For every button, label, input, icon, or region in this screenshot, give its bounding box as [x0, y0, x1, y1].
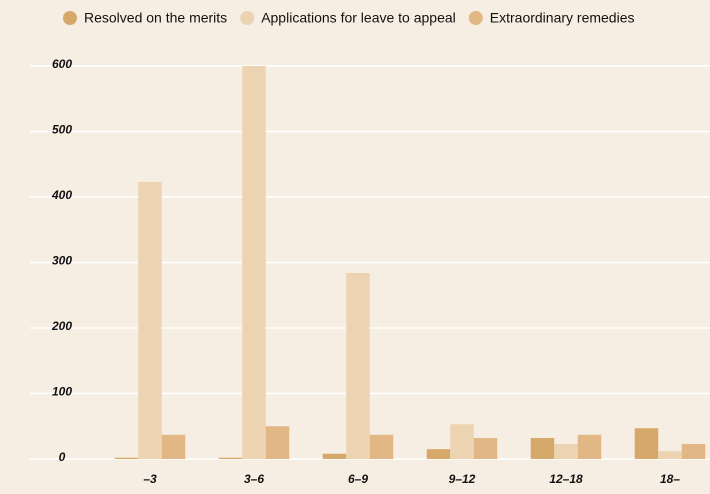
y-tick-label: 0	[59, 450, 66, 464]
y-tick-label: 300	[52, 254, 72, 268]
bar	[634, 428, 659, 459]
legend-label: Extraordinary remedies	[490, 10, 635, 26]
x-tick-label: 12–18	[549, 472, 583, 486]
x-tick-label: 18–	[660, 472, 680, 486]
bar	[322, 453, 347, 459]
bar	[473, 438, 498, 459]
bar	[265, 426, 290, 459]
legend-label: Resolved on the merits	[84, 10, 227, 26]
bar	[554, 443, 578, 459]
y-tick-label: 600	[52, 57, 72, 71]
legend-label: Applications for leave to appeal	[261, 10, 456, 26]
bar	[450, 424, 474, 459]
bar	[346, 272, 370, 459]
bar	[138, 181, 162, 459]
bar	[681, 443, 706, 459]
y-tick-label: 500	[52, 123, 72, 137]
bar	[218, 457, 243, 459]
x-tick-label: 3–6	[244, 472, 264, 486]
bar	[577, 434, 602, 459]
x-tick-label: –3	[143, 472, 157, 486]
bar	[114, 457, 139, 459]
bar	[242, 66, 266, 459]
y-tick-label: 200	[51, 319, 72, 333]
bar	[426, 449, 451, 459]
bar	[530, 438, 555, 459]
legend-swatch	[468, 11, 483, 25]
x-tick-label: 6–9	[348, 472, 368, 486]
bar	[161, 434, 186, 459]
y-tick-label: 400	[51, 188, 72, 202]
legend-swatch	[63, 11, 77, 25]
y-tick-label: 100	[52, 385, 72, 399]
x-tick-label: 9–12	[449, 472, 476, 486]
bar	[369, 434, 394, 459]
bar	[658, 451, 682, 459]
legend-swatch	[240, 11, 255, 25]
